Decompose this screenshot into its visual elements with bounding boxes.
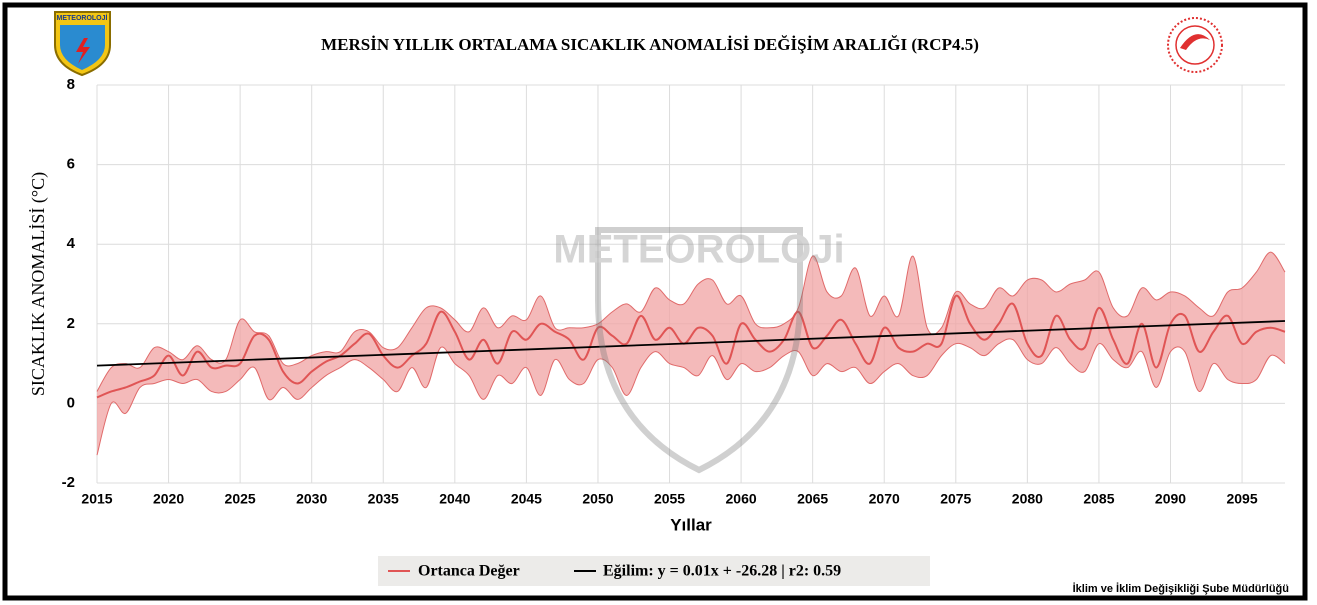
x-axis-label: Yıllar <box>670 515 712 534</box>
legend-box <box>378 556 930 586</box>
x-tick-label: 2055 <box>654 491 685 507</box>
y-tick-label: 4 <box>67 235 76 252</box>
x-tick-label: 2085 <box>1083 491 1114 507</box>
x-tick-label: 2030 <box>296 491 327 507</box>
band-area <box>97 252 1285 456</box>
x-tick-label: 2060 <box>726 491 757 507</box>
x-tick-label: 2075 <box>940 491 971 507</box>
x-tick-label: 2025 <box>225 491 256 507</box>
trend-line <box>96 320 1286 367</box>
x-tick-label: 2065 <box>797 491 828 507</box>
y-tick-label: -2 <box>62 474 75 491</box>
watermark-text: METEOROLOJi <box>553 228 844 272</box>
y-tick-label: 0 <box>67 394 75 411</box>
logo-text: METEOROLOJİ <box>57 14 108 22</box>
y-tick-label: 2 <box>67 315 75 332</box>
right-logo <box>1167 17 1223 73</box>
band-upper <box>96 251 1286 392</box>
watermark: METEOROLOJi <box>553 227 845 474</box>
y-axis-label: SICAKLIK ANOMALİSİ (°C) <box>28 172 49 396</box>
left-logo: METEOROLOJİ <box>54 11 111 77</box>
x-tick-label: 2035 <box>368 491 399 507</box>
legend-label: Eğilim: y = 0.01x + -26.28 | r2: 0.59 <box>603 563 841 580</box>
footer: İklim ve İklim Değişikliği Şube Müdürlüğ… <box>1073 582 1289 595</box>
x-tick-label: 2095 <box>1226 491 1257 507</box>
chart-title: MERSİN YILLIK ORTALAMA SICAKLIK ANOMALİS… <box>321 35 979 54</box>
plot-area: -2 0 2 4 6 8 2015 2020 2025 2030 2035 2040 2045 2050 2… <box>62 76 1286 507</box>
x-tick-label: 2080 <box>1012 491 1043 507</box>
legend-label: Ortanca Değer <box>418 563 520 580</box>
x-tick-label: 2015 <box>81 491 112 507</box>
x-tick-label: 2050 <box>582 491 613 507</box>
band-lower <box>96 338 1286 456</box>
x-tick-label: 2090 <box>1155 491 1186 507</box>
x-tick-label: 2070 <box>869 491 900 507</box>
median-line <box>96 294 1286 399</box>
x-tick-label: 2045 <box>511 491 542 507</box>
x-tick-label: 2040 <box>439 491 470 507</box>
y-tick-label: 8 <box>67 76 75 93</box>
y-tick-label: 6 <box>67 156 75 173</box>
x-tick-label: 2020 <box>153 491 184 507</box>
